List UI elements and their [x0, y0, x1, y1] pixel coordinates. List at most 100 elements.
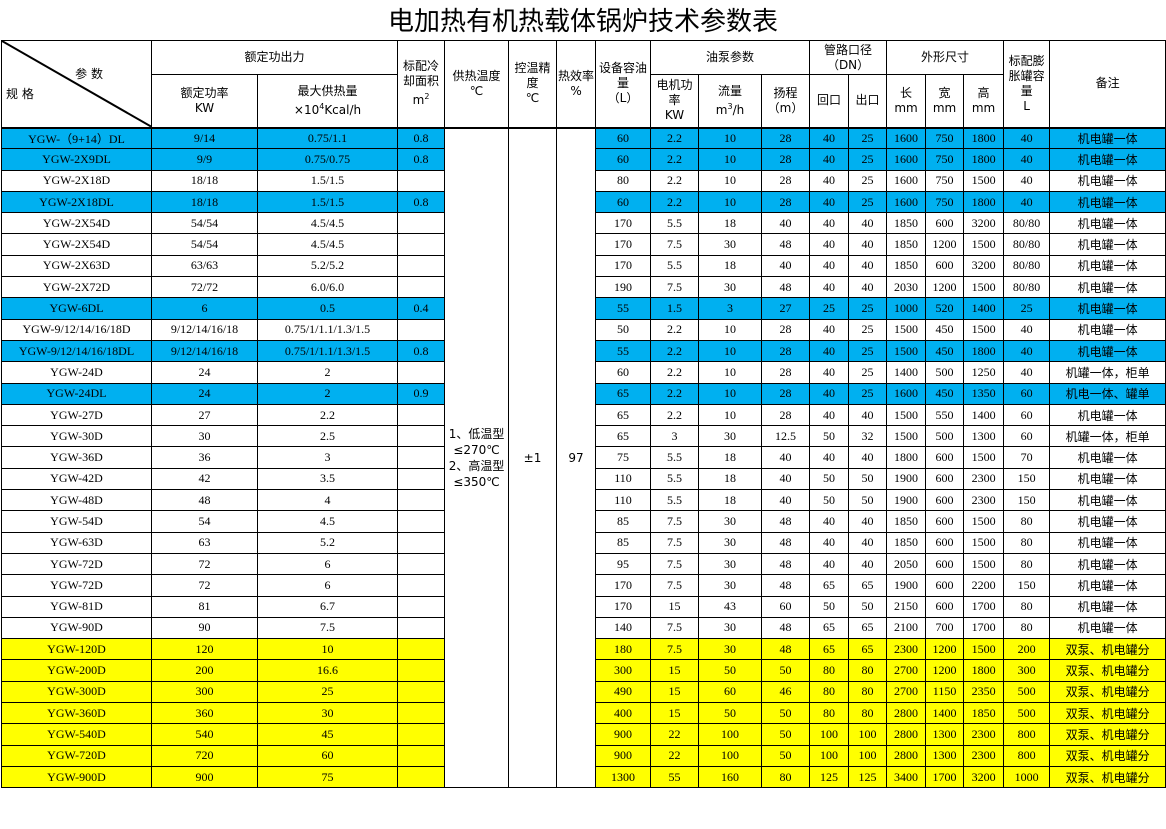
cell-height: 1500	[963, 510, 1005, 533]
cell-width: 1400	[925, 702, 965, 725]
cell-max-heat: 2.5	[256, 425, 399, 448]
cell-cooling-area	[397, 638, 446, 661]
cell-height: 1700	[963, 616, 1005, 640]
cell-spec: YGW-360D	[1, 702, 152, 725]
cell-return: 40	[809, 552, 850, 576]
header-pipe: 管路口径（DN）	[809, 40, 888, 75]
header-flow: 流量 m3/h	[698, 74, 763, 128]
cell-head: 28	[761, 126, 811, 150]
cell-max-heat: 1.5/1.5	[256, 169, 399, 192]
cell-spec: YGW-81D	[1, 595, 152, 618]
cell-motor-power: 2.2	[650, 126, 700, 150]
cell-max-heat: 0.5	[256, 297, 399, 320]
cell-spec: YGW-24DL	[1, 382, 152, 405]
cell-head: 50	[761, 702, 811, 725]
cell-outlet: 25	[848, 382, 888, 405]
cell-outlet: 100	[848, 744, 888, 767]
cell-head: 48	[761, 552, 811, 576]
cell-spec: YGW-72D	[1, 552, 152, 576]
table-row: YGW-720D 720 60 900 22 100 50 100 100 2800 1300 230…	[1, 744, 1166, 767]
cell-return: 40	[809, 339, 850, 363]
cell-oil-capacity: 65	[595, 382, 652, 405]
cell-cooling-area	[397, 574, 446, 597]
cell-max-heat: 3	[256, 446, 399, 469]
cell-note: 机电罐一体	[1049, 616, 1166, 640]
cell-motor-power: 7.5	[650, 552, 700, 576]
cell-tank: 70	[1003, 446, 1051, 469]
cell-length: 2800	[886, 723, 927, 746]
cell-cooling-area	[397, 489, 446, 512]
cell-return: 40	[809, 190, 850, 214]
cell-max-heat: 60	[256, 744, 399, 767]
cell-length: 2100	[886, 616, 927, 640]
cell-oil-capacity: 75	[595, 446, 652, 469]
cell-cooling-area	[397, 744, 446, 767]
cell-head: 48	[761, 531, 811, 554]
cell-tank: 40	[1003, 318, 1051, 341]
cell-cooling-area	[397, 595, 446, 618]
table-row: YGW-81D 81 6.7 170 15 43 60 50 50 2150 600 1700 80 机电…	[1, 595, 1166, 618]
cell-height: 3200	[963, 254, 1005, 278]
unit: ℃	[525, 91, 540, 106]
cell-length: 1000	[886, 297, 927, 320]
cell-outlet: 80	[848, 659, 888, 682]
cell-max-heat: 1.5/1.5	[256, 190, 399, 214]
cell-width: 750	[925, 169, 965, 192]
cell-flow: 30	[698, 425, 763, 448]
cell-oil-capacity: 170	[595, 254, 652, 278]
cell-height: 1500	[963, 169, 1005, 192]
cell-height: 1400	[963, 403, 1005, 427]
cell-return: 65	[809, 638, 850, 661]
cell-rated-power: 720	[151, 744, 258, 767]
cell-tank: 80	[1003, 531, 1051, 554]
cell-length: 1900	[886, 467, 927, 491]
cell-oil-capacity: 110	[595, 467, 652, 491]
cell-length: 1600	[886, 148, 927, 171]
table-row: YGW-540D 540 45 900 22 100 50 100 100 2800 1300 230…	[1, 723, 1166, 746]
cell-length: 1600	[886, 126, 927, 150]
cell-max-heat: 5.2/5.2	[256, 254, 399, 278]
cell-width: 1200	[925, 233, 965, 256]
cell-rated-power: 9/9	[151, 148, 258, 171]
cell-flow: 30	[698, 276, 763, 299]
cell-height: 1800	[963, 148, 1005, 171]
table-row: YGW-9/12/14/16/18DL 9/12/14/16/18 0.75/1/1…	[1, 339, 1166, 363]
cell-tank: 80/80	[1003, 276, 1051, 299]
header-supply-temp: 供热温度 ℃	[444, 40, 510, 128]
cell-flow: 10	[698, 148, 763, 171]
cell-spec: YGW-30D	[1, 425, 152, 448]
cell-head: 48	[761, 616, 811, 640]
cell-tank: 40	[1003, 361, 1051, 384]
cell-outlet: 40	[848, 276, 888, 299]
cell-outlet: 65	[848, 616, 888, 640]
cell-rated-power: 30	[151, 425, 258, 448]
cell-flow: 30	[698, 552, 763, 576]
cell-note: 双泵、机电罐分	[1049, 702, 1166, 725]
table-row: YGW-900D 900 75 1300 55 160 80 125 125 3400 1700 32…	[1, 765, 1166, 789]
table-row: YGW-2X63D 63/63 5.2/5.2 170 5.5 18 40 40 40 1850 6…	[1, 254, 1166, 278]
cell-height: 1250	[963, 361, 1005, 384]
cell-tank: 1000	[1003, 765, 1051, 789]
cell-height: 1800	[963, 190, 1005, 214]
cell-width: 1200	[925, 276, 965, 299]
unit: KW	[664, 108, 685, 123]
cell-return: 40	[809, 233, 850, 256]
cell-length: 1850	[886, 531, 927, 554]
cell-note: 双泵、机电罐分	[1049, 723, 1166, 746]
cell-width: 1300	[925, 744, 965, 767]
cell-oil-capacity: 170	[595, 595, 652, 618]
cell-length: 1850	[886, 212, 927, 235]
label: 供热温度	[452, 68, 501, 83]
cell-spec: YGW-63D	[1, 531, 152, 554]
cell-oil-capacity: 85	[595, 531, 652, 554]
cell-flow: 10	[698, 169, 763, 192]
unit: ×10	[293, 102, 320, 117]
cell-return: 40	[809, 126, 850, 150]
cell-head: 40	[761, 467, 811, 491]
label: 电机功率	[656, 78, 693, 108]
cell-note: 机电罐一体	[1049, 233, 1166, 256]
cell-length: 1800	[886, 446, 927, 469]
cell-note: 机电罐一体	[1049, 531, 1166, 554]
cell-height: 1300	[963, 425, 1005, 448]
cell-width: 600	[925, 212, 965, 235]
